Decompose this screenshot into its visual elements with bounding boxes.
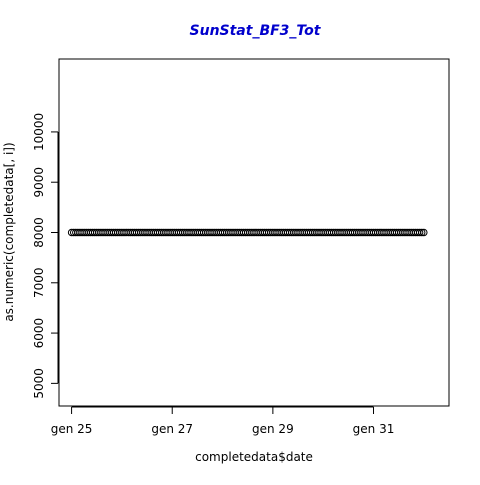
plot-frame [58,58,450,407]
y-axis: 5000 6000 7000 8000 9000 10000 [32,113,59,399]
chart-title: SunStat_BF3_Tot [190,23,322,39]
x-axis: gen 25 gen 27 gen 29 gen 31 [51,406,395,436]
data-point [418,228,426,237]
points-layer [67,228,428,237]
x-tick-label: gen 31 [353,422,395,436]
y-tick-label: 8000 [32,217,46,248]
y-tick-label: 5000 [32,368,46,399]
y-tick-label: 10000 [32,113,46,151]
x-axis-label: completedata$date [195,450,313,464]
x-tick-label: gen 27 [151,422,193,436]
y-axis-label: as.numeric(completedata[, i]) [2,142,16,321]
x-tick-label: gen 25 [51,422,93,436]
x-tick-label: gen 29 [252,422,294,436]
y-tick-label: 9000 [32,167,46,198]
data-point [415,228,424,237]
y-tick-label: 6000 [32,318,46,349]
data-point [420,228,428,237]
y-tick-label: 7000 [32,268,46,299]
